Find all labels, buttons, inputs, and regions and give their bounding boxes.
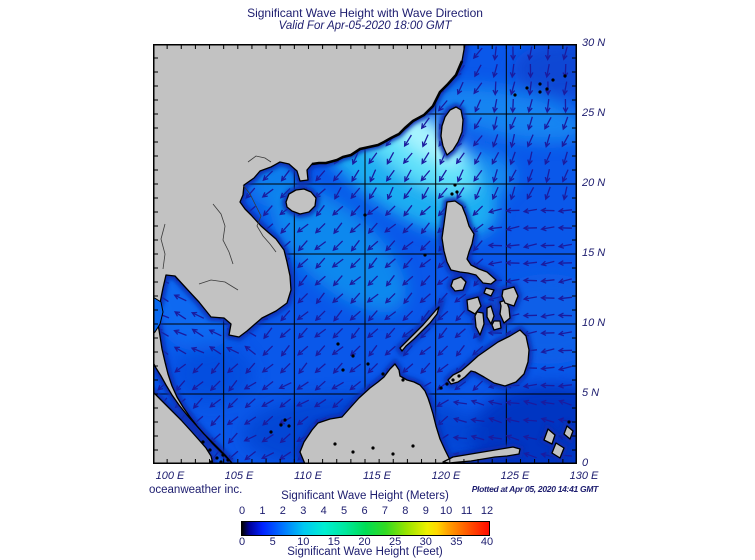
colorbar-tick: 11 xyxy=(460,505,473,517)
colorbar-tick: 0 xyxy=(238,536,246,548)
lon-label: 125 E xyxy=(500,470,530,482)
lat-label: 20 N xyxy=(582,177,606,189)
plotted-timestamp: Plotted at Apr 05, 2020 14:41 GMT xyxy=(471,484,599,494)
lon-label: 130 E xyxy=(569,470,599,482)
colorbar-tick: 20 xyxy=(358,536,371,548)
lon-label: 120 E xyxy=(431,470,461,482)
colorbar-tick: 1 xyxy=(259,505,266,517)
valid-time-subtitle: Valid For Apr-05-2020 18:00 GMT xyxy=(278,20,452,32)
legend-meters-title: Significant Wave Height (Meters) xyxy=(281,490,449,502)
colorbar-tick: 5 xyxy=(269,536,276,548)
lat-label: 0 xyxy=(582,457,589,469)
country-borders xyxy=(160,155,277,291)
lat-label: 25 N xyxy=(582,107,606,119)
branding-text: oceanweather inc. xyxy=(149,484,243,496)
colorbar-tick: 10 xyxy=(440,505,453,517)
colorbar-tick: 40 xyxy=(480,536,494,548)
colorbar-tick: 5 xyxy=(341,505,348,517)
colorbar-tick: 9 xyxy=(422,505,429,517)
wave-height-colorbar xyxy=(241,521,490,536)
lat-label: 10 N xyxy=(582,317,606,329)
colorbar-tick: 10 xyxy=(297,536,310,548)
andaman-sea-notch xyxy=(153,296,164,335)
map-border xyxy=(153,44,577,464)
lat-label: 30 N xyxy=(582,37,606,49)
colorbar-tick: 7 xyxy=(381,505,388,517)
china-coastline xyxy=(311,60,464,166)
lon-label: 110 E xyxy=(294,470,322,482)
colorbar-tick: 12 xyxy=(480,505,494,517)
colorbar-tick: 30 xyxy=(419,536,432,548)
colorbar-tick: 25 xyxy=(389,536,402,548)
wave-height-map xyxy=(153,44,577,464)
legend-feet-title: Significant Wave Height (Feet) xyxy=(287,546,443,558)
colorbar-tick: 4 xyxy=(320,505,327,517)
lat-label: 15 N xyxy=(582,247,606,259)
colorbar-tick: 0 xyxy=(238,505,246,517)
colorbar-tick: 6 xyxy=(361,505,368,517)
lat-label: 5 N xyxy=(582,387,600,399)
colorbar-tick: 3 xyxy=(300,505,307,517)
colorbar-tick: 15 xyxy=(327,536,340,548)
colorbar-tick: 2 xyxy=(279,505,286,517)
lon-label: 115 E xyxy=(363,470,391,482)
lon-label: 105 E xyxy=(224,470,254,482)
lon-label: 100 E xyxy=(155,470,185,482)
page-title: Significant Wave Height with Wave Direct… xyxy=(247,6,483,20)
colorbar-tick: 35 xyxy=(450,536,463,548)
colorbar-tick: 8 xyxy=(402,505,409,517)
